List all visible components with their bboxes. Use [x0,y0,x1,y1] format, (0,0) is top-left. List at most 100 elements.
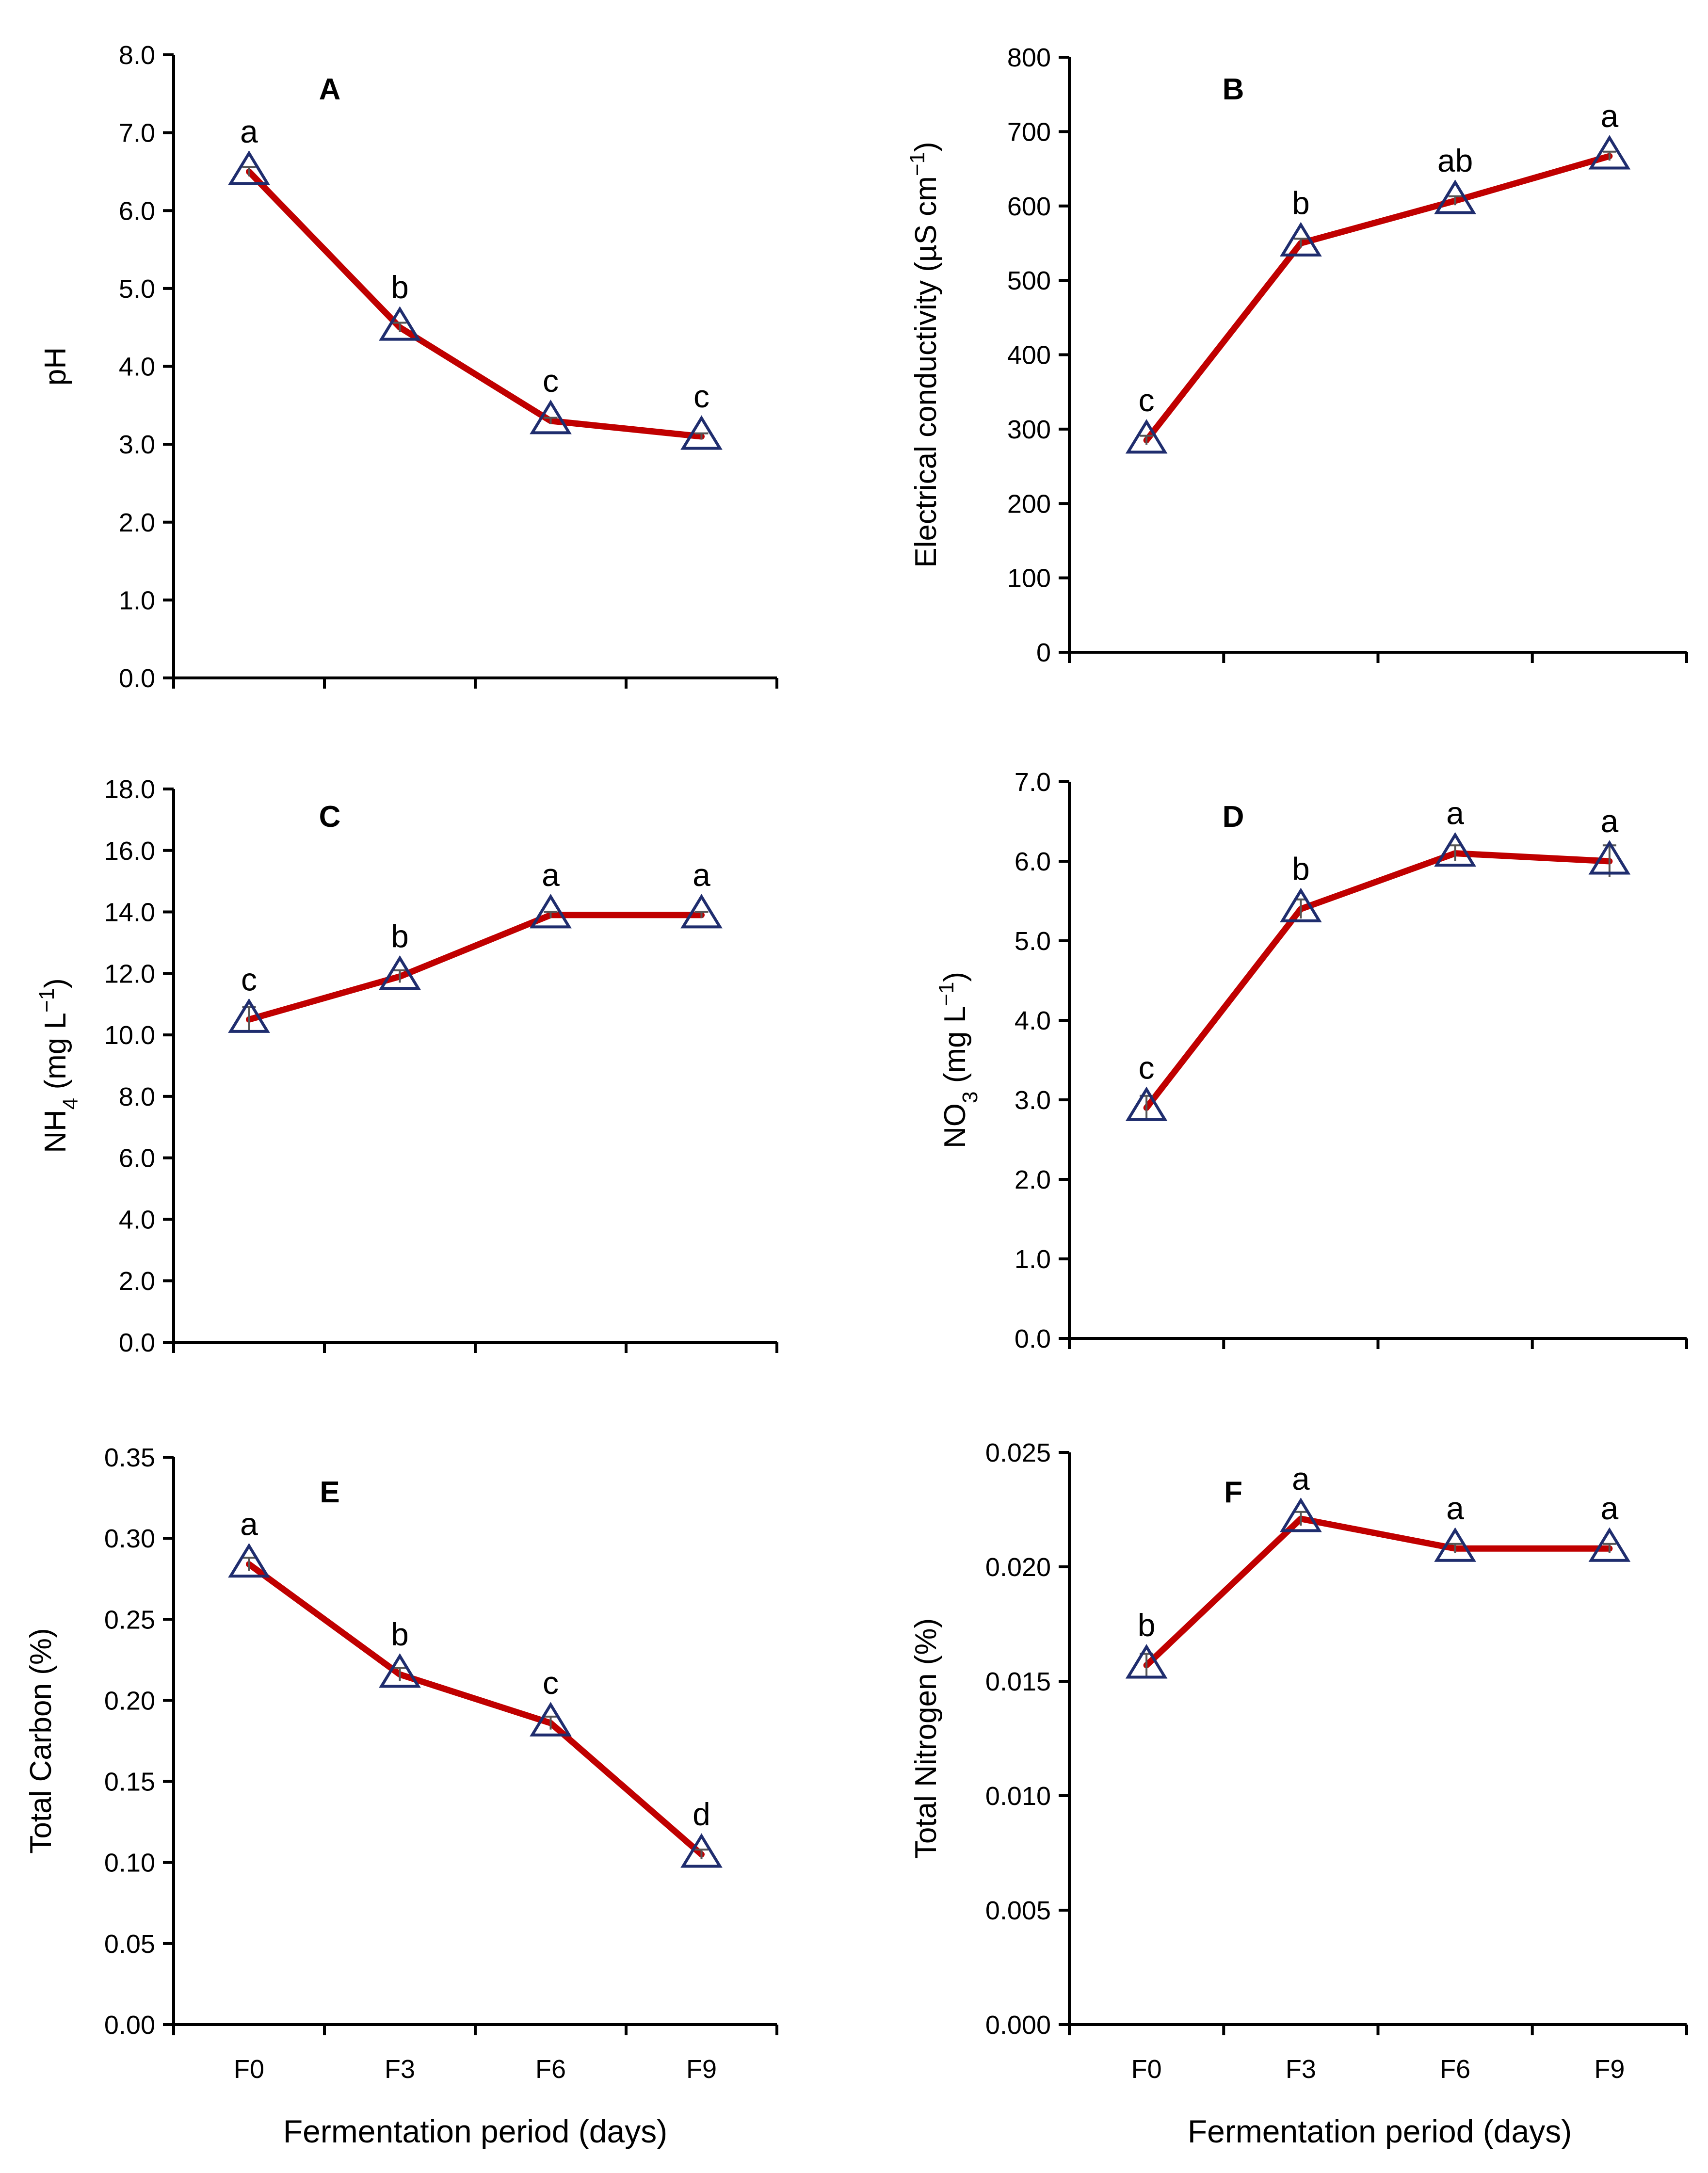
y-axis-title: Electrical conductivity (µS cm−1) [905,142,943,567]
panel-a: 0.0 1.0 2.0 3.0 4.0 5.0 6.0 7.0 8.0 pH Aa b c c [39,41,778,693]
y-tick-label: 0.25 [104,1605,155,1634]
y-tick-label: 4.0 [119,1205,155,1234]
y-axis-title: pH [39,347,72,386]
y-tick-label: 0.30 [104,1524,155,1553]
y-tick-label: 6.0 [119,1144,155,1173]
y-tick-label: 6.0 [119,196,155,225]
y-tick-label: 2.0 [119,1267,155,1296]
y-tick-label: 300 [1007,415,1051,444]
data-point-marker [680,894,723,929]
y-tick-label: 800 [1007,43,1051,72]
data-point-marker [530,1702,572,1737]
y-tick-label: 8.0 [119,1082,155,1111]
significance-letter: c [543,1665,559,1701]
data-point-marker [1125,419,1168,454]
y-tick-label: 100 [1007,564,1051,593]
panel-e: 0.00 0.05 0.10 0.15 0.20 0.25 0.30 0.35 F0 F3 F6 F9… [24,1443,778,2084]
y-tick-label: 0.10 [104,1849,155,1878]
y-tick-label: 1.0 [1015,1245,1051,1274]
y-tick-label: 0.010 [985,1782,1051,1811]
x-tick-label: F6 [535,2055,566,2084]
y-tick-label: 600 [1007,192,1051,221]
series-line [246,168,705,440]
x-tick-label: F3 [385,2055,415,2084]
y-tick-label: 0.15 [104,1768,155,1797]
x-tick-label: F9 [686,2055,717,2084]
y-tick-label: 0.020 [985,1553,1051,1582]
y-axis-title: NH4 (mg L−1) [35,978,82,1153]
data-point-marker [379,1653,421,1688]
panel-label: E [320,1476,339,1509]
y-tick-label: 5.0 [1015,927,1051,956]
panel-label: C [319,800,341,834]
significance-letter: a [240,1506,258,1542]
data-point-marker [1588,840,1631,875]
data-point-marker [228,1543,270,1578]
y-tick-label: 0.00 [104,2011,155,2040]
panel-f: 0.000 0.005 0.010 0.015 0.020 0.025 F0 F3 F6 F9 To… [909,1438,1688,2084]
significance-letter: b [391,918,409,954]
y-tick-label: 6.0 [1015,847,1051,876]
significance-letter: ab [1437,143,1473,178]
y-tick-label: 0.0 [119,664,155,693]
data-point-marker [379,306,421,341]
x-tick-label: F0 [234,2055,264,2084]
x-tick-label: F6 [1440,2055,1470,2084]
y-tick-label: 0.025 [985,1438,1051,1467]
y-axis-title: NO3 (mg L−1) [935,972,982,1148]
y-tick-label: 700 [1007,117,1051,146]
significance-letter: c [543,363,559,399]
significance-letter: a [240,113,258,149]
y-tick-label: 400 [1007,341,1051,370]
data-point-marker [1434,179,1476,214]
significance-letter: a [693,857,710,893]
significance-letter: a [1446,1490,1464,1526]
significance-letter: c [1139,1049,1155,1085]
y-tick-label: 16.0 [104,837,155,866]
significance-letter: d [693,1796,710,1832]
data-point-marker [228,998,270,1033]
series-line [246,1561,705,1858]
y-tick-label: 12.0 [104,959,155,988]
y-tick-label: 2.0 [1015,1165,1051,1194]
x-tick-label: F3 [1286,2055,1316,2084]
y-tick-label: 500 [1007,266,1051,295]
significance-letter: b [1292,185,1310,221]
y-tick-label: 3.0 [1015,1086,1051,1115]
panel-label: A [319,73,341,106]
significance-letter: c [693,378,709,414]
data-point-marker [1280,1497,1322,1532]
significance-letter: c [241,961,257,997]
y-tick-label: 10.0 [104,1021,155,1050]
x-tick-label: F0 [1131,2055,1162,2084]
y-tick-label: 18.0 [104,775,155,804]
data-point-marker [1588,135,1631,170]
y-axis-title: Total Nitrogen (%) [909,1618,943,1859]
significance-letter: a [1601,1490,1619,1526]
significance-letter: a [1601,98,1619,134]
series-line [1143,153,1613,444]
data-point-marker [1280,887,1322,922]
y-tick-label: 0.015 [985,1667,1051,1696]
x-axis-title-left: Fermentation period (days) [283,2113,667,2149]
y-tick-label: 7.0 [1015,768,1051,797]
data-point-marker [530,894,572,929]
significance-letter: a [1601,803,1619,839]
series-line [1143,1515,1613,1669]
data-point-marker [1280,222,1322,257]
data-point-marker [530,400,572,435]
data-point-marker [680,1833,723,1868]
panel-d: 0.0 1.0 2.0 3.0 4.0 5.0 6.0 7.0 NO3 (mg L−1) Dc b a… [935,768,1688,1353]
data-point-marker [1125,1086,1168,1121]
significance-letter: a [1446,795,1464,831]
panel-b: 0 100 200 300 400 500 600 700 800 Electrical cond… [905,43,1688,667]
y-axis-title: Total Carbon (%) [24,1628,58,1853]
significance-letter: b [1292,851,1310,886]
significance-letter: b [1138,1607,1156,1643]
panel-label: D [1223,800,1244,834]
data-point-marker [228,150,270,185]
series-line [246,912,705,1023]
y-tick-label: 0 [1036,638,1051,667]
data-point-marker [1434,832,1476,867]
y-tick-label: 0.05 [104,1930,155,1959]
